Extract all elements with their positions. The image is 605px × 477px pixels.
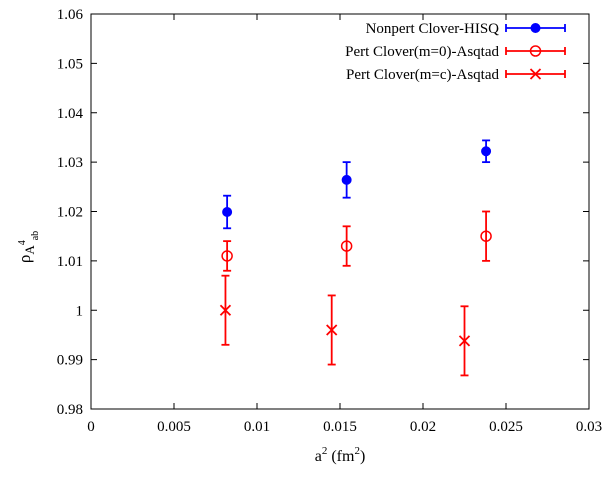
point-marker xyxy=(221,250,233,262)
x-tick-label: 0.02 xyxy=(410,419,436,435)
point-marker-cross-b xyxy=(529,68,542,80)
y-axis-label-sup: 4 xyxy=(17,240,28,245)
x-tick-label: 0.015 xyxy=(323,419,357,435)
data-points xyxy=(219,139,492,377)
legend-label: Nonpert Clover-HISQ xyxy=(366,21,500,37)
y-tick-label: 1.06 xyxy=(57,7,84,23)
x-tick-label: 0.025 xyxy=(489,419,523,435)
series-0 xyxy=(222,139,492,230)
point-marker xyxy=(481,146,492,157)
legend-label: Pert Clover(m=0)-Asqtad xyxy=(345,44,499,60)
y-tick-label: 1.02 xyxy=(57,205,83,221)
y-axis-label-sub: ab xyxy=(30,231,41,240)
y-tick-label: 0.99 xyxy=(57,353,83,369)
y-axis-label: ρA4ab xyxy=(15,231,41,263)
y-tick-label: 1.04 xyxy=(57,106,84,122)
y-axis-label-A: A xyxy=(22,245,37,255)
point-marker xyxy=(341,174,352,185)
y-tick-label: 1.05 xyxy=(57,56,83,72)
y-tick-label: 1.03 xyxy=(57,155,83,171)
series-2 xyxy=(219,274,471,377)
axis-tick-labels: 0 0.005 0.01 0.015 0.02 0.025 0.03 0.98 0.99 1 1.0… xyxy=(57,7,602,435)
series-1 xyxy=(221,210,492,272)
axis-ticks xyxy=(90,13,590,410)
point-marker xyxy=(222,206,233,217)
x-axis-label-sup2: 2 xyxy=(354,445,360,457)
x-axis-label-mid: (fm xyxy=(327,448,355,465)
point-marker-cross-b xyxy=(326,324,338,336)
x-axis-label: a2 (fm2) xyxy=(315,445,366,465)
x-tick-label: 0.005 xyxy=(157,419,191,435)
y-axis-label-rho: ρ xyxy=(15,255,34,263)
point-marker-cross-b xyxy=(219,304,232,316)
point-marker xyxy=(340,240,353,252)
x-axis-label-sup1: 2 xyxy=(322,445,328,457)
legend: Nonpert Clover-HISQ Pert Clover(m=0)-Asqt… xyxy=(345,21,566,83)
x-tick-label: 0 xyxy=(87,419,95,435)
point-marker xyxy=(529,45,542,57)
x-axis-label-end: ) xyxy=(360,448,365,465)
y-tick-label: 1 xyxy=(76,303,84,319)
point-marker xyxy=(480,230,492,242)
x-tick-label: 0.03 xyxy=(576,419,602,435)
legend-label: Pert Clover(m=c)-Asqtad xyxy=(346,67,500,83)
y-tick-label: 1.01 xyxy=(57,254,83,270)
x-axis-label-base: a xyxy=(315,448,322,465)
y-tick-label: 0.98 xyxy=(57,402,83,418)
x-tick-label: 0.01 xyxy=(244,419,270,435)
point-marker-cross-b xyxy=(458,335,471,347)
point-marker xyxy=(530,23,541,33)
